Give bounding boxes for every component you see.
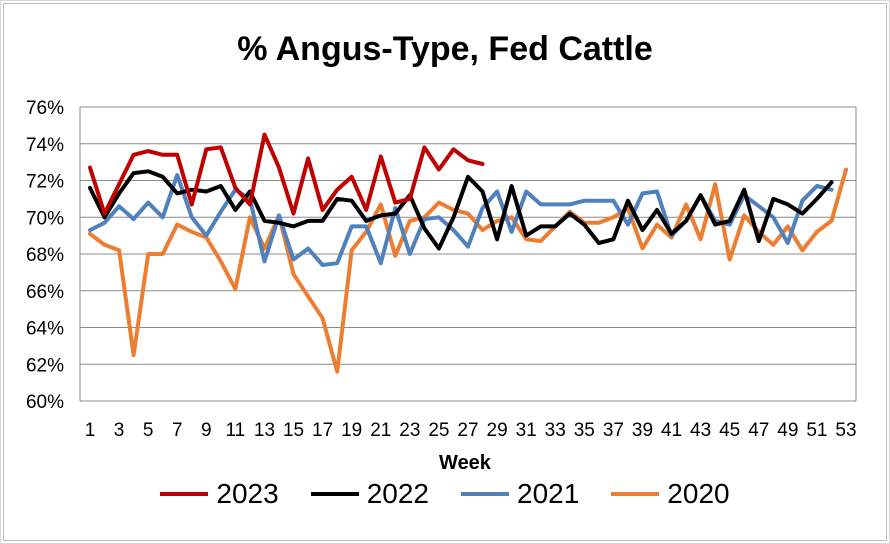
y-tick-label: 76%	[26, 98, 64, 119]
x-tick-label: 11	[226, 420, 246, 441]
chart-border	[3, 3, 887, 541]
x-tick-label: 29	[487, 420, 508, 441]
x-tick-label: 47	[748, 420, 769, 441]
legend: 2023 2022 2021 2020	[0, 478, 890, 510]
x-tick-label: 19	[341, 420, 362, 441]
x-tick-label: 39	[632, 420, 653, 441]
y-tick-label: 60%	[26, 392, 64, 413]
legend-label-2023: 2023	[216, 478, 279, 509]
x-tick-label: 17	[312, 420, 333, 441]
x-tick-label: 23	[399, 420, 420, 441]
x-tick-label: 31	[516, 420, 537, 441]
y-tick-label: 70%	[26, 208, 64, 229]
x-tick-label: 41	[661, 420, 682, 441]
x-tick-label: 53	[835, 420, 856, 441]
legend-swatch-2020	[611, 492, 660, 496]
x-tick-label: 35	[574, 420, 595, 441]
x-tick-label: 21	[370, 420, 391, 441]
legend-label-2020: 2020	[667, 478, 730, 509]
legend-swatch-2021	[461, 492, 509, 496]
y-tick-label: 72%	[26, 172, 64, 193]
chart-title: % Angus-Type, Fed Cattle	[237, 30, 653, 68]
x-tick-label: 7	[172, 420, 183, 441]
legend-label-2022: 2022	[366, 478, 429, 509]
x-axis-title: Week	[439, 452, 491, 474]
y-tick-label: 66%	[26, 282, 64, 303]
y-tick-label: 74%	[26, 135, 64, 156]
x-tick-label: 51	[806, 420, 827, 441]
legend-swatch-2023	[160, 492, 209, 496]
x-tick-label: 1	[85, 420, 96, 441]
series-line-2020	[88, 167, 848, 374]
y-tick-label: 68%	[26, 245, 64, 266]
legend-label-2021: 2021	[517, 478, 580, 509]
legend-item-2022: 2022	[310, 478, 429, 510]
series-line-2022	[88, 169, 834, 251]
x-tick-label: 9	[201, 420, 212, 441]
y-tick-label: 64%	[26, 319, 64, 340]
x-tick-label: 3	[114, 420, 125, 441]
x-tick-label: 27	[457, 420, 478, 441]
x-tick-label: 43	[690, 420, 711, 441]
x-tick-label: 5	[143, 420, 154, 441]
y-tick-label: 62%	[26, 355, 64, 376]
legend-item-2021: 2021	[461, 478, 579, 510]
legend-item-2023: 2023	[160, 478, 279, 510]
x-tick-label: 33	[545, 420, 566, 441]
x-tick-label: 25	[428, 420, 449, 441]
x-tick-label: 37	[603, 420, 624, 441]
x-tick-label: 45	[719, 420, 740, 441]
x-tick-label: 13	[254, 420, 275, 441]
x-tick-label: 15	[283, 420, 304, 441]
legend-swatch-2022	[310, 492, 359, 496]
series-line-2023	[88, 132, 485, 216]
legend-item-2020: 2020	[611, 478, 730, 510]
x-tick-label: 49	[777, 420, 798, 441]
